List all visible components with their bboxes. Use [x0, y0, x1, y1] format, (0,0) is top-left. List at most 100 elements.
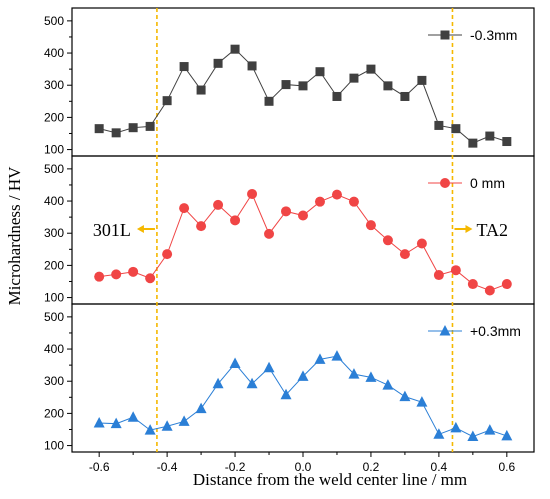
data-point	[196, 221, 207, 232]
data-point	[264, 228, 275, 239]
data-point	[450, 265, 461, 276]
data-point	[451, 124, 461, 134]
data-point	[365, 220, 376, 231]
data-point	[382, 379, 394, 390]
data-point	[247, 61, 257, 71]
data-point	[128, 123, 138, 133]
data-point	[332, 91, 342, 101]
data-point	[382, 235, 393, 246]
data-point	[298, 210, 308, 221]
y-tick-label: 200	[44, 406, 64, 420]
data-point	[400, 91, 410, 101]
data-point	[230, 44, 240, 54]
data-point	[314, 196, 325, 207]
data-point	[298, 81, 308, 91]
data-point	[484, 285, 495, 296]
data-point	[281, 80, 291, 90]
legend-label: +0.3mm	[470, 323, 521, 339]
y-tick-label: 300	[44, 78, 64, 92]
data-point	[247, 188, 258, 199]
x-tick-label: 0.4	[431, 460, 448, 474]
arrow-right-icon	[465, 225, 473, 233]
data-point	[213, 58, 223, 68]
data-point	[179, 62, 189, 72]
y-axis-title: Microhardness / HV	[5, 166, 24, 306]
x-tick-label: -0.6	[89, 460, 110, 474]
data-point	[331, 189, 342, 200]
y-tick-label: 200	[44, 258, 64, 272]
x-tick-label: 0.0	[295, 460, 312, 474]
data-point	[502, 137, 512, 147]
data-point	[230, 215, 241, 226]
y-tick-label: 100	[44, 291, 64, 305]
data-point	[467, 430, 479, 442]
y-tick-label: 500	[44, 14, 64, 28]
y-tick-label: 100	[44, 439, 64, 453]
data-point	[383, 81, 393, 91]
legend-label: 0 mm	[470, 175, 505, 191]
legend-marker	[440, 178, 450, 188]
legend-label: -0.3mm	[470, 27, 517, 43]
x-tick-label: -0.2	[225, 460, 246, 474]
data-point	[94, 124, 104, 134]
x-tick-label: 0.6	[498, 460, 515, 474]
data-point	[417, 75, 427, 85]
data-point	[399, 390, 411, 402]
y-tick-label: 300	[44, 374, 64, 388]
legend-marker	[439, 325, 451, 336]
data-point	[213, 199, 224, 210]
data-point	[433, 270, 444, 281]
data-point	[501, 279, 512, 290]
x-tick-label: -0.4	[157, 460, 178, 474]
y-tick-label: 400	[44, 342, 64, 356]
y-tick-label: 400	[44, 194, 64, 208]
data-point	[331, 350, 343, 361]
y-tick-label: 500	[44, 162, 64, 176]
data-point	[315, 67, 325, 77]
data-point	[416, 396, 428, 407]
data-point	[314, 353, 326, 364]
data-point	[416, 238, 427, 249]
data-point	[450, 421, 462, 433]
data-point	[145, 273, 156, 284]
y-tick-label: 300	[44, 226, 64, 240]
y-tick-label: 400	[44, 46, 64, 60]
data-point	[93, 417, 105, 428]
series-line-2	[99, 192, 508, 292]
data-point	[485, 131, 495, 141]
annotation-301l: 301L	[93, 220, 131, 240]
data-point	[196, 85, 206, 95]
series-line-3	[99, 355, 507, 438]
data-point	[399, 249, 410, 260]
data-point	[212, 377, 224, 389]
data-point	[281, 206, 292, 217]
data-point	[111, 128, 121, 138]
data-point	[434, 120, 444, 130]
data-point	[467, 279, 478, 290]
data-point	[280, 388, 292, 400]
y-tick-label: 100	[44, 143, 64, 157]
data-point	[501, 429, 513, 441]
data-point	[195, 402, 207, 414]
data-point	[433, 428, 445, 439]
legend-marker	[440, 30, 450, 40]
data-point	[365, 371, 377, 382]
data-point	[161, 420, 173, 431]
data-point	[144, 424, 156, 435]
arrow-left-icon	[136, 225, 144, 233]
data-point	[229, 357, 241, 369]
data-point	[111, 269, 122, 280]
y-tick-label: 500	[44, 310, 64, 324]
data-point	[145, 121, 155, 131]
data-point	[348, 368, 360, 379]
data-point	[264, 96, 274, 106]
data-point	[110, 417, 122, 429]
series-line-1	[99, 48, 507, 144]
data-point	[128, 266, 139, 277]
data-point	[179, 203, 190, 214]
data-point	[127, 411, 139, 422]
data-point	[349, 73, 359, 83]
data-point	[162, 249, 173, 260]
data-point	[94, 271, 105, 282]
